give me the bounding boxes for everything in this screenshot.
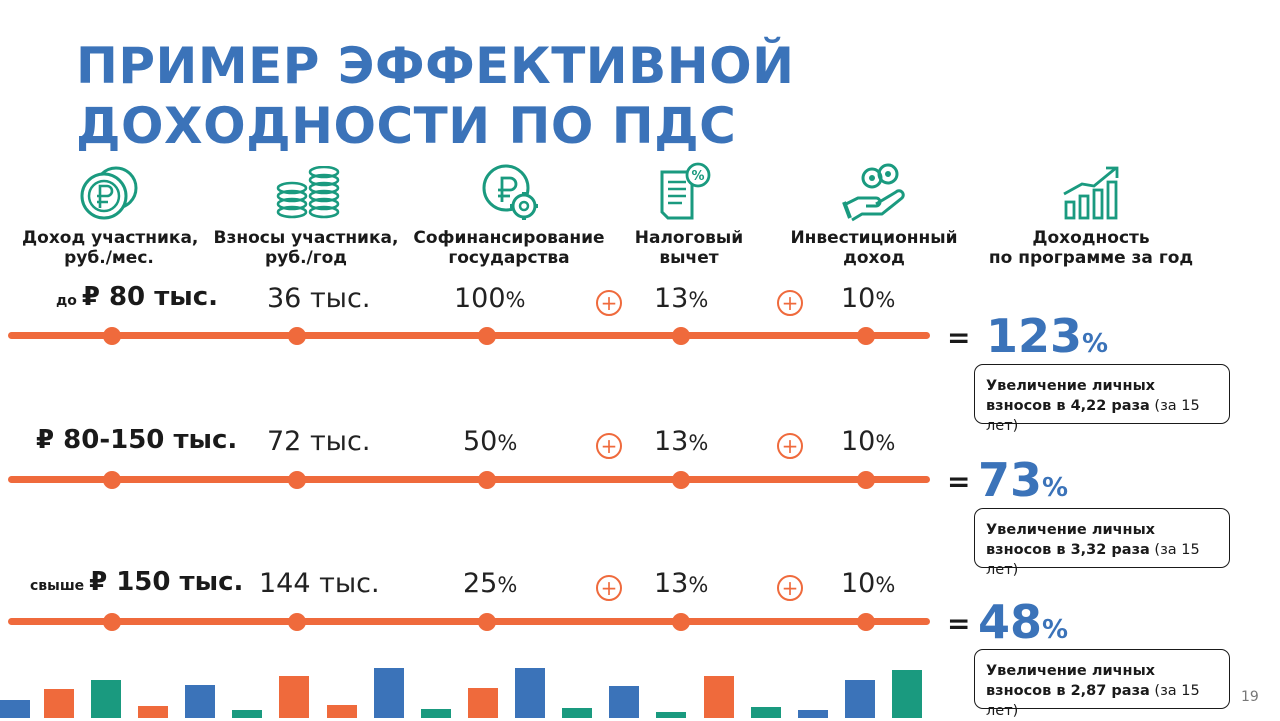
growth-chart-icon [1063,166,1119,220]
decorative-bar [374,668,404,718]
row-dot [672,327,690,345]
contribution-increase-note: Увеличение личных взносов в 4,22 раза (за… [974,364,1230,434]
col-header-income: Доход участника, руб./мес. [22,228,199,268]
decorative-bar [845,680,875,718]
row-dot [288,471,306,489]
row-yield-result: 123% [986,309,1109,363]
col-header-cofinancing: Софинансирование государства [413,228,605,268]
row-dot [478,471,496,489]
row-income: ₽ 80-150 тыс. [36,425,238,455]
contribution-increase-note: Увеличение личных взносов в 2,87 раза (за… [974,649,1230,719]
plus-icon: + [777,290,803,316]
row-income: свыше ₽ 150 тыс. [30,567,244,597]
ruble-coins-icon [80,166,138,220]
row-yield-result: 73% [978,453,1069,507]
row-line [8,618,930,625]
decorative-bar [562,708,592,718]
row-dot [672,471,690,489]
col-header-yield: Доходность по программе за год [988,228,1194,268]
row-dot [288,613,306,631]
ruble-gear-icon [482,164,538,220]
equals-sign: = [947,465,971,498]
plus-icon: + [596,575,622,601]
decorative-bar [656,712,686,718]
decorative-bar [892,670,922,718]
row-tax-deduction: 13% [654,283,709,314]
row-tax-deduction: 13% [654,568,709,599]
decorative-bar [609,686,639,718]
col-header-tax-deduction: Налоговый вычет [634,228,744,268]
contribution-increase-note: Увеличение личных взносов в 3,32 раза (за… [974,508,1230,578]
col-header-investment-income: Инвестиционный доход [790,228,958,268]
hand-coins-icon [842,163,905,222]
decorative-bar [91,680,121,718]
page-title: ПРИМЕР ЭФФЕКТИВНОЙ ДОХОДНОСТИ ПО ПДС [76,37,795,155]
decorative-bar [138,706,168,718]
row-tax-deduction: 13% [654,426,709,457]
decorative-bar [279,676,309,718]
decorative-bar [515,668,545,718]
equals-sign: = [947,607,971,640]
decorative-bar [421,709,451,718]
row-dot [103,327,121,345]
row-dot [103,613,121,631]
row-yield-result: 48% [978,595,1069,649]
decorative-bar [751,707,781,718]
row-contribution: 72 тыс. [267,426,371,457]
decorative-bar [232,710,262,718]
row-dot [857,613,875,631]
svg-text:%: % [691,169,704,184]
plus-icon: + [777,433,803,459]
row-dot [857,471,875,489]
row-contribution: 144 тыс. [259,568,380,599]
row-investment-income: 10% [841,426,896,457]
decorative-bar [44,689,74,718]
plus-icon: + [596,290,622,316]
decorative-bar [185,685,215,718]
row-dot [288,327,306,345]
page-number: 19 [1241,689,1259,705]
plus-icon: + [596,433,622,459]
plus-icon: + [777,575,803,601]
decorative-bar [704,676,734,718]
decorative-bar [327,705,357,718]
row-dot [672,613,690,631]
row-dot [478,613,496,631]
row-dot [103,471,121,489]
row-cofinancing: 25% [463,568,518,599]
row-cofinancing: 50% [463,426,518,457]
decorative-bar [468,688,498,718]
coin-stacks-icon [276,166,340,219]
row-dot [478,327,496,345]
row-investment-income: 10% [841,283,896,314]
row-investment-income: 10% [841,568,896,599]
col-header-contributions: Взносы участника, руб./год [213,228,399,268]
decorative-bar [798,710,828,718]
row-line [8,476,930,483]
tax-document-percent-icon: % [660,162,711,220]
row-contribution: 36 тыс. [267,283,371,314]
row-dot [857,327,875,345]
decorative-bar [0,700,30,718]
row-line [8,332,930,339]
row-cofinancing: 100% [454,283,526,314]
equals-sign: = [947,321,971,354]
row-income: до ₽ 80 тыс. [56,282,219,312]
